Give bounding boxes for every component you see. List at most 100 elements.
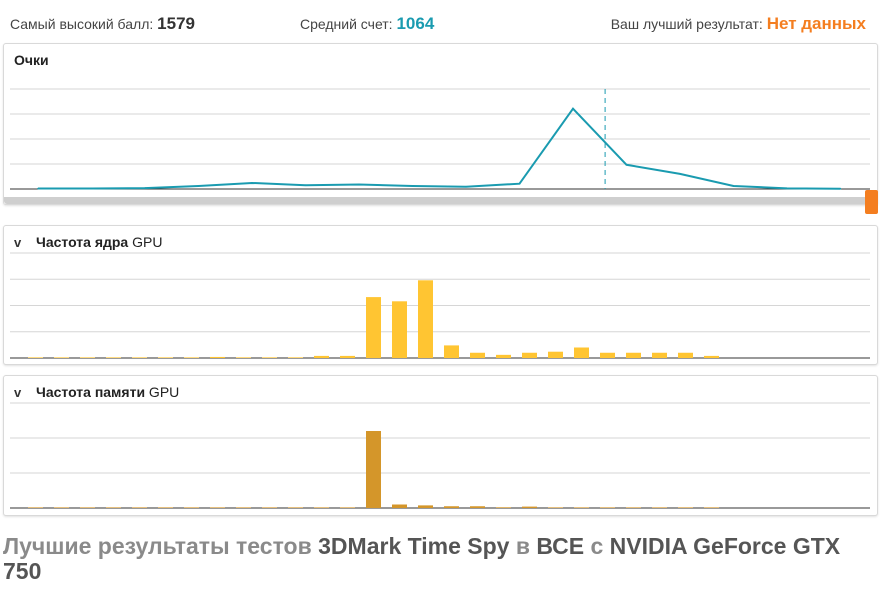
bar (80, 357, 95, 358)
score-point (90, 187, 93, 190)
score-chart-scrollbar[interactable] (4, 197, 877, 204)
highest-score-stat: Самый высокий балл: 1579 (10, 14, 195, 34)
score-point (358, 183, 360, 186)
bar (522, 352, 537, 358)
highest-score-value: 1579 (157, 14, 195, 33)
bar (366, 431, 381, 508)
bar (678, 352, 693, 358)
bar (210, 356, 225, 358)
core-clock-title-bold: Частота ядра (36, 234, 129, 250)
your-best-value: Нет данных (766, 14, 866, 33)
bar (626, 507, 641, 508)
bar (340, 507, 355, 508)
core-clock-title-suffix: GPU (128, 234, 163, 250)
bar (366, 297, 381, 358)
core-clock-panel: v Частота ядра GPU (3, 225, 878, 365)
page-title-part1: Лучшие результаты тестов (3, 533, 319, 559)
score-point (839, 187, 842, 190)
score-chart (10, 88, 870, 190)
bar (80, 507, 95, 508)
score-chart-panel: Очки (3, 43, 878, 214)
bar (496, 507, 511, 508)
bar (288, 507, 303, 508)
bar (548, 351, 563, 358)
page-title-part5: с (584, 533, 610, 559)
bar (522, 506, 537, 508)
bar (28, 357, 43, 358)
bar (626, 352, 641, 358)
score-point (625, 163, 628, 166)
memory-clock-title-bold: Частота памяти (36, 384, 146, 400)
score-point (197, 185, 200, 187)
bar (470, 506, 485, 508)
your-best-stat: Ваш лучший результат: Нет данных (611, 14, 866, 34)
core-clock-chart (10, 252, 870, 359)
chevron-down-icon[interactable]: v (14, 235, 22, 250)
bar (444, 506, 459, 508)
page-title-part3: в (509, 533, 537, 559)
page-title-scope[interactable]: ВСЕ (536, 533, 585, 559)
chevron-down-icon[interactable]: v (14, 385, 22, 400)
bar (314, 507, 329, 508)
bar (678, 507, 693, 508)
bar (340, 355, 355, 358)
score-point (304, 184, 307, 187)
bar (132, 507, 147, 508)
bar (288, 357, 303, 358)
score-point (411, 185, 414, 187)
bar (262, 357, 277, 358)
bar (574, 507, 589, 508)
bar (444, 345, 459, 358)
score-point (679, 173, 681, 175)
bar (704, 355, 719, 358)
bar (704, 507, 719, 508)
bar (132, 357, 147, 358)
bar (184, 507, 199, 508)
bar (392, 504, 407, 508)
memory-clock-panel: v Частота памяти GPU (3, 375, 878, 516)
bar (600, 352, 615, 358)
score-series-line (38, 107, 841, 190)
your-best-label: Ваш лучший результат: (610, 16, 763, 32)
bar (184, 357, 199, 358)
bar (158, 357, 173, 358)
page-title: Лучшие результаты тестов 3DMark Time Spy… (3, 534, 873, 584)
bar (106, 507, 121, 508)
bar (28, 507, 43, 508)
bar (210, 507, 225, 508)
bar (470, 352, 485, 358)
average-score-value: 1064 (396, 14, 435, 33)
scroll-handle[interactable] (865, 190, 878, 214)
page-title-benchmark[interactable]: 3DMark Time Spy (318, 533, 510, 559)
score-point (518, 182, 521, 185)
page-title-gpu[interactable]: NVIDIA GeForce GTX 750 (3, 533, 841, 584)
memory-clock-title[interactable]: v Частота памяти GPU (14, 384, 179, 400)
bar (496, 354, 511, 358)
average-score-stat: Средний счет: 1064 (300, 14, 434, 34)
bar (548, 507, 563, 508)
score-point (465, 185, 467, 188)
score-point (144, 187, 146, 189)
score-point (732, 185, 735, 187)
bar (158, 507, 173, 508)
bar (652, 352, 667, 358)
score-point (37, 187, 39, 190)
bar (652, 507, 667, 508)
bar (54, 357, 69, 358)
bar (600, 507, 615, 508)
bar (262, 507, 277, 508)
core-clock-title[interactable]: v Частота ядра GPU (14, 234, 162, 250)
score-point (786, 187, 788, 190)
score-chart-title: Очки (14, 52, 49, 68)
bar (106, 357, 121, 358)
score-point (572, 107, 574, 110)
stats-bar: Самый высокий балл: 1579 Средний счет: 1… (10, 10, 876, 36)
memory-clock-title-suffix: GPU (145, 384, 180, 400)
highest-score-label: Самый высокий балл: (10, 16, 154, 32)
bar (236, 357, 251, 358)
bar (54, 507, 69, 508)
bar (392, 301, 407, 358)
average-score-label: Средний счет: (300, 16, 393, 32)
bar (574, 347, 589, 358)
bar (418, 505, 433, 508)
